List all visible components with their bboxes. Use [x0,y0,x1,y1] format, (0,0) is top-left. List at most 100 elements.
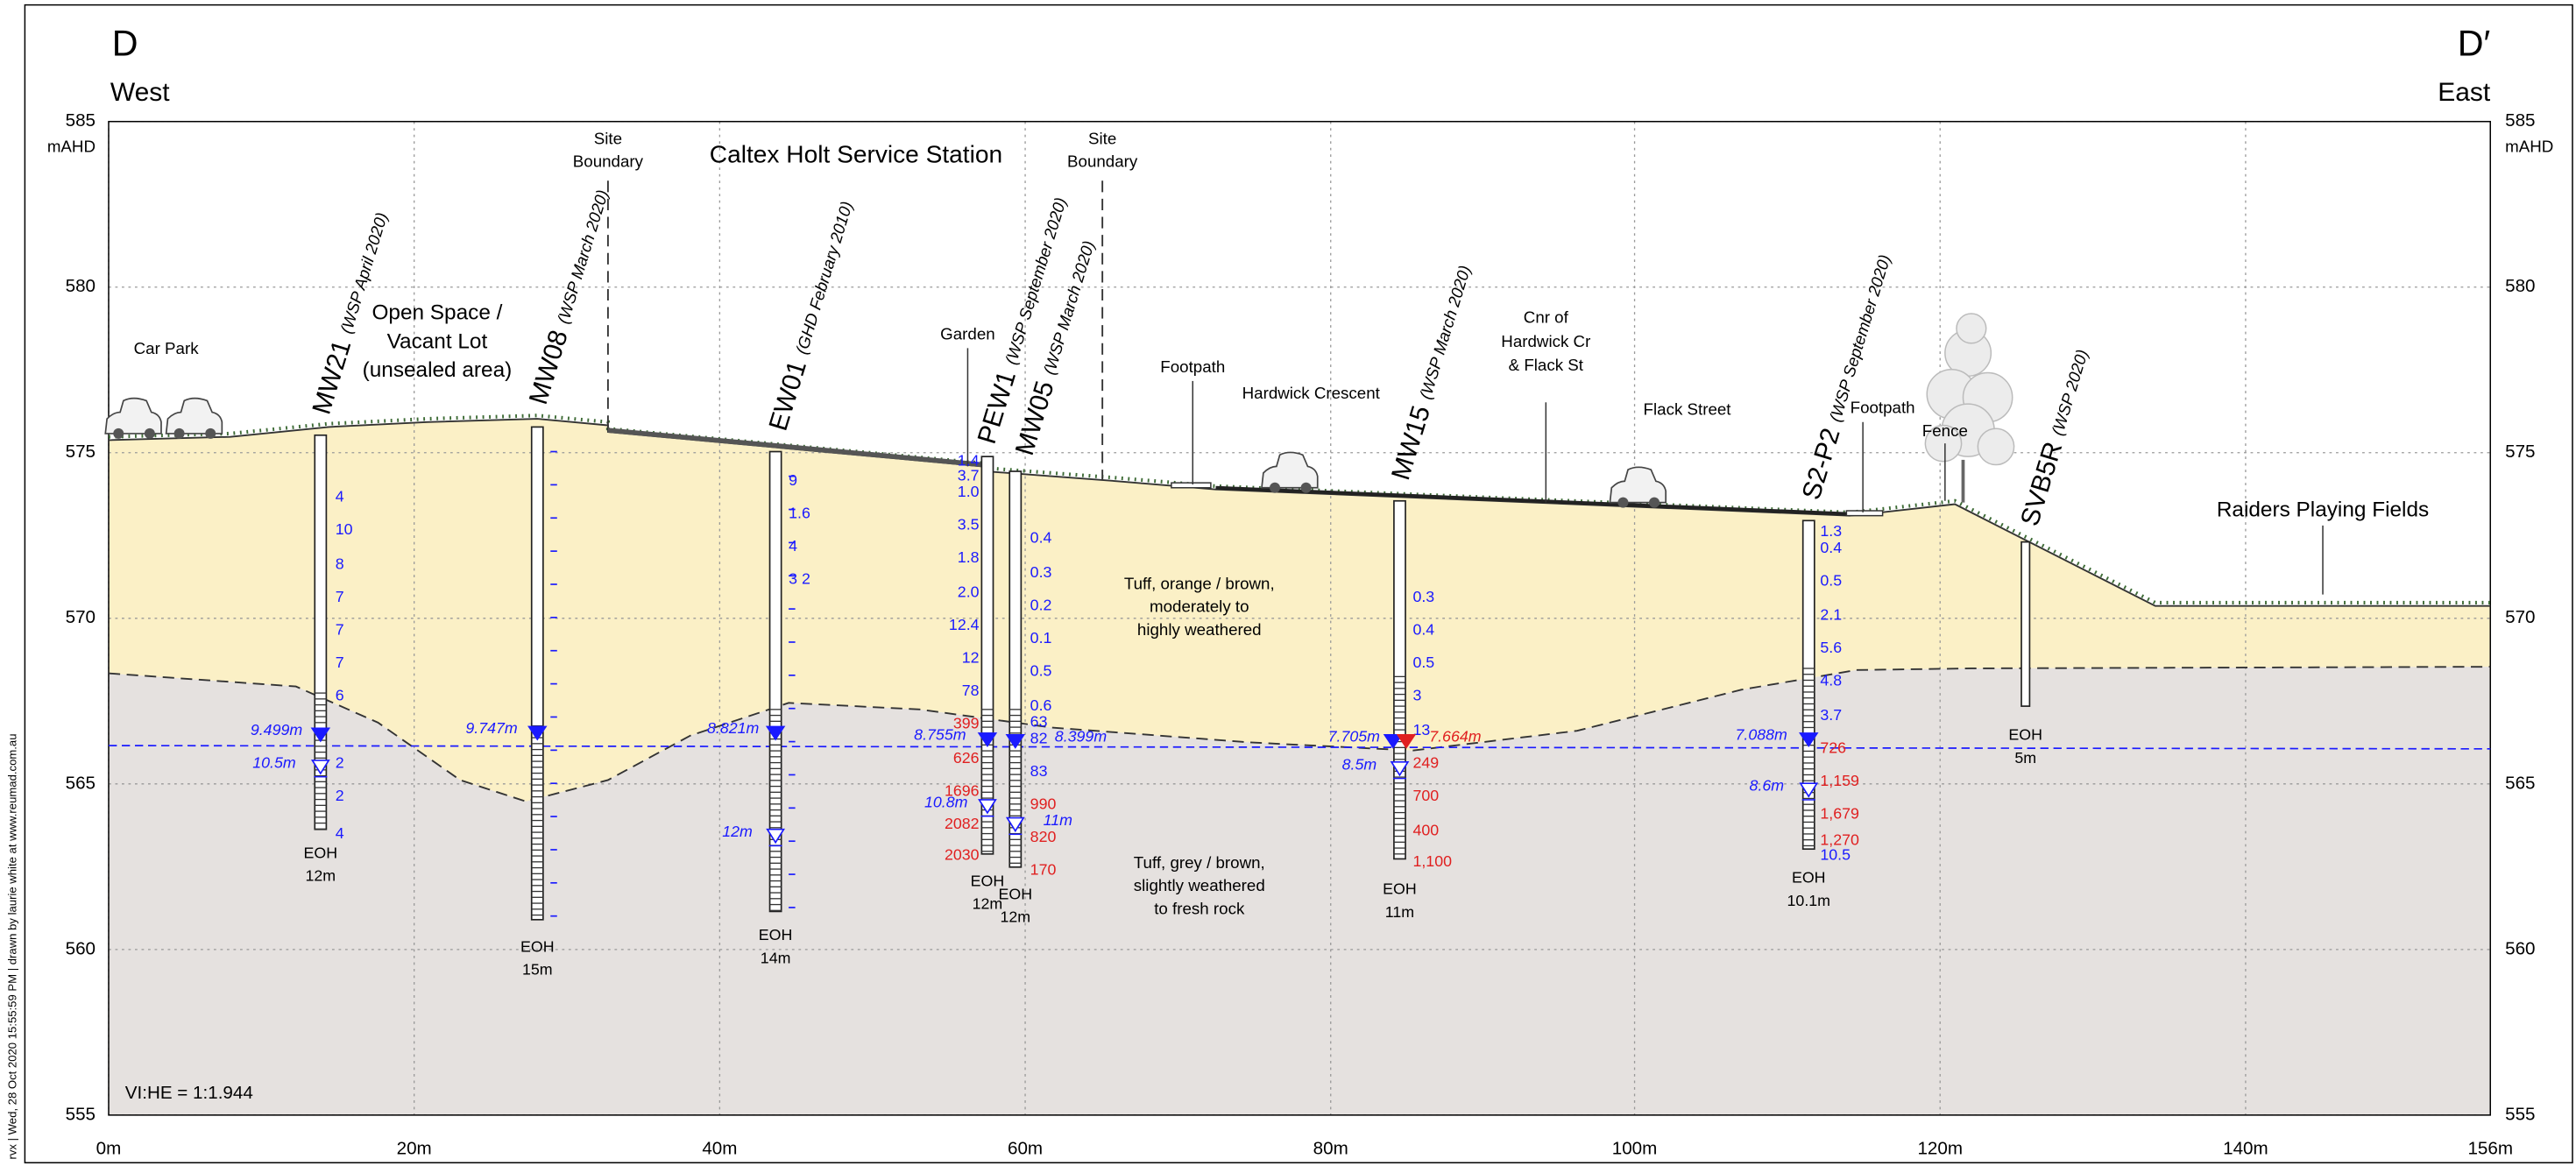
pid-reading: 0.6 [1030,696,1052,714]
x-tick-label: 20m [397,1139,432,1159]
stratum-label: slightly weathered [1134,876,1265,894]
pid-reading: 12 [962,648,980,666]
x-tick-label: 100m [1612,1139,1658,1159]
pid-reading: 4 [336,488,344,505]
water-level-label: 9.747m [465,719,517,737]
eoh-label: EOH [1383,880,1417,898]
pid-reading-elevated: 726 [1820,739,1846,757]
label: Car Park [134,339,200,357]
label: Open Space / [372,300,502,324]
eoh-depth: 12m [1000,908,1030,926]
y-tick-label: 575 [66,442,96,462]
label: Cnr of [1524,308,1569,327]
pid-reading: 7 [336,621,344,639]
pid-reading-elevated: 2082 [945,815,980,832]
pid-reading: 3.7 [1820,706,1842,724]
pid-reading: 1.6 [789,504,810,521]
car-wheel [1301,483,1312,493]
pid-reading: 3.5 [958,516,980,534]
pid-reading: 0.5 [1820,571,1842,589]
water-level-label: 8.5m [1342,755,1377,773]
pid-reading: 5.6 [1820,639,1842,656]
eoh-depth: 14m [761,949,791,966]
stratum-label: to fresh rock [1154,900,1245,918]
borehole-casing [532,427,543,919]
x-tick-label: 80m [1313,1139,1348,1159]
pid-reading: 4.8 [1820,672,1842,689]
label: Footpath [1851,399,1915,417]
pid-reading: 82 [1030,729,1048,746]
pid-reading: 0.1 [1030,629,1052,647]
water-level-label: 9.499m [251,721,302,738]
x-tick-label: 156m [2467,1139,2513,1159]
pid-reading: 0.4 [1412,621,1434,639]
pid-reading: 83 [1030,762,1048,780]
pid-reading: 4 [789,537,797,555]
label: Raiders Playing Fields [2217,498,2429,521]
water-level-label: 8.6m [1750,777,1785,795]
label: (unsealed area) [363,358,513,382]
pid-reading-elevated: 170 [1030,860,1057,878]
pid-reading-elevated: 400 [1412,821,1439,838]
label: Boundary [1067,152,1138,171]
y-tick-label: 580 [2505,276,2535,296]
y-tick-label: 585 [2505,110,2535,131]
drawing-info: rvx | Wed, 28 Oct 2020 15:55:59 PM | dra… [6,733,19,1159]
scale-ratio: VI:HE = 1:1.944 [125,1083,253,1103]
car-wheel [145,428,155,439]
pid-reading-elevated: 2030 [945,845,980,863]
pid-reading-elevated: 820 [1030,828,1057,845]
water-level-label: 8.399m [1055,727,1107,745]
eoh-label: EOH [1792,869,1826,887]
pid-reading: 0.4 [1030,529,1052,547]
pid-reading: 7 [336,588,344,605]
water-level-label: 12m [722,823,753,840]
y-tick-label: 585 [66,110,96,131]
pid-reading-elevated: 990 [1030,795,1057,812]
pid-reading: 2.0 [958,583,980,600]
y-tick-label: 560 [2505,938,2535,958]
pid-reading: 0.5 [1412,654,1434,671]
pid-reading: 2 [336,753,344,771]
pid-reading: 1.0 [958,483,980,500]
pid-reading: 3.7 [958,466,980,484]
label: Site [1088,129,1116,147]
label: Flack Street [1644,400,1732,419]
pid-reading: 7 [336,654,344,671]
pid-reading: 9 [789,471,797,489]
label: Vacant Lot [387,329,488,353]
pid-reading: 4 [336,824,344,842]
water-level-label: 7.705m [1328,727,1380,745]
pid-reading-elevated: 1,679 [1820,805,1859,823]
body: 0m20m40m60m80m100m120m140m156m5855855805… [0,0,2576,1166]
label: Hardwick Crescent [1242,384,1381,402]
page: Cross Section D-D′ {"header":{"left_sect… [0,0,2576,1166]
stratum-label: highly weathered [1137,620,1262,639]
eoh-depth: 12m [306,867,336,885]
car-wheel [205,428,216,439]
label: Garden [940,324,995,343]
pid-reading-elevated: 626 [953,749,980,767]
pid-reading: 78 [962,682,980,699]
direction-label: East [2438,78,2491,107]
pid-reading: 0.5 [1030,661,1052,679]
pid-reading-elevated: 1,270 [1820,831,1859,849]
pid-reading: 0.3 [1412,588,1434,605]
pid-reading: 0.3 [1030,563,1052,581]
y-tick-label: 565 [2505,773,2535,793]
car-wheel [1649,498,1660,508]
pid-reading: 0.2 [1030,596,1052,613]
y-tick-label: 570 [2505,607,2535,627]
water-level-label: 8.755m [914,726,966,744]
eoh-depth: 15m [522,961,553,979]
stratum-label: Tuff, grey / brown, [1134,853,1265,872]
section-letter: D′ [2458,23,2491,63]
y-tick-label: 580 [66,276,96,296]
y-tick-label: 570 [66,607,96,627]
cross-section: 0m20m40m60m80m100m120m140m156m5855855805… [0,0,2576,1166]
car-wheel [1270,483,1280,493]
pid-reading: 12.4 [949,616,980,633]
axis-unit: mAHD [2505,138,2553,156]
direction-label: West [110,78,170,107]
y-tick-label: 575 [2505,442,2535,462]
